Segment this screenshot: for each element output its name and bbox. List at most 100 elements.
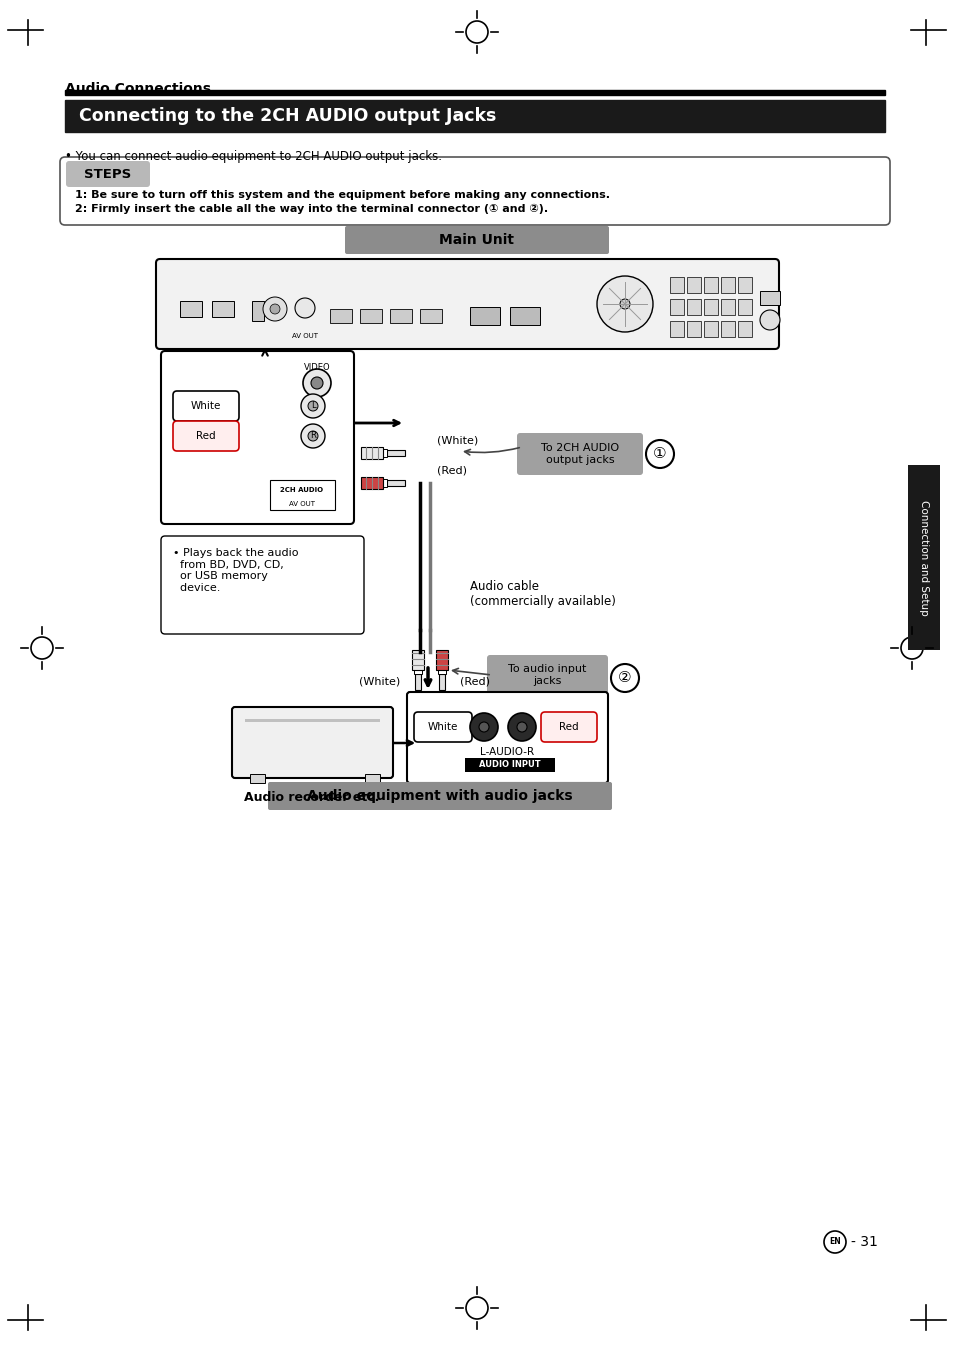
FancyBboxPatch shape	[407, 693, 607, 783]
Circle shape	[308, 431, 317, 441]
Text: L: L	[311, 401, 315, 410]
Bar	[270, 481, 335, 510]
Circle shape	[760, 310, 780, 329]
Text: AV OUT: AV OUT	[289, 501, 314, 508]
Circle shape	[301, 394, 325, 418]
Text: Audio Connections: Audio Connections	[65, 82, 211, 96]
Text: (White): (White)	[358, 676, 399, 687]
Bar	[419, 309, 441, 323]
Text: ①: ①	[653, 447, 666, 462]
Text: • You can connect audio equipment to 2CH AUDIO output jacks.: • You can connect audio equipment to 2CH…	[65, 150, 441, 163]
Circle shape	[619, 298, 629, 309]
Bar	[65, 100, 884, 132]
Bar	[365, 774, 379, 783]
Bar	[360, 477, 382, 489]
Text: - 31: - 31	[850, 1235, 877, 1249]
Bar	[414, 670, 421, 674]
Text: ②: ②	[618, 671, 631, 686]
Bar	[245, 720, 379, 722]
Circle shape	[308, 401, 317, 410]
Text: White: White	[427, 722, 457, 732]
Bar	[738, 277, 751, 293]
Circle shape	[263, 297, 287, 321]
Bar	[686, 298, 700, 315]
Text: (White): (White)	[436, 436, 477, 446]
Text: Audio recorder etc.: Audio recorder etc.	[244, 791, 379, 805]
Bar	[382, 479, 387, 487]
FancyBboxPatch shape	[232, 707, 393, 778]
Text: Audio equipment with audio jacks: Audio equipment with audio jacks	[307, 788, 572, 803]
Text: Red: Red	[196, 431, 215, 441]
FancyBboxPatch shape	[161, 536, 364, 634]
Text: (Red): (Red)	[436, 466, 467, 477]
Circle shape	[301, 424, 325, 448]
Bar	[738, 298, 751, 315]
Bar	[359, 309, 381, 323]
Text: Audio cable
(commercially available): Audio cable (commercially available)	[470, 580, 616, 608]
Bar	[436, 649, 448, 670]
Text: To 2CH AUDIO
output jacks: To 2CH AUDIO output jacks	[540, 443, 618, 464]
Bar	[387, 481, 405, 486]
Bar	[330, 309, 352, 323]
Bar	[669, 277, 683, 293]
Bar	[382, 450, 387, 458]
Text: • Plays back the audio
  from BD, DVD, CD,
  or USB memory
  device.: • Plays back the audio from BD, DVD, CD,…	[172, 548, 298, 593]
Text: Connection and Setup: Connection and Setup	[918, 500, 928, 616]
Bar	[703, 321, 718, 338]
Bar	[738, 321, 751, 338]
FancyBboxPatch shape	[345, 225, 608, 254]
Bar	[720, 321, 734, 338]
Circle shape	[311, 377, 323, 389]
Bar	[470, 306, 499, 325]
Text: VIDEO: VIDEO	[303, 363, 330, 373]
Text: To audio input
jacks: To audio input jacks	[507, 664, 585, 686]
Bar	[669, 298, 683, 315]
Circle shape	[270, 304, 280, 315]
Bar	[510, 306, 539, 325]
Text: (Red): (Red)	[459, 676, 490, 687]
Bar	[720, 298, 734, 315]
Circle shape	[610, 664, 639, 693]
FancyBboxPatch shape	[156, 259, 779, 350]
FancyBboxPatch shape	[172, 392, 239, 421]
Bar	[250, 774, 265, 783]
Text: AV OUT: AV OUT	[292, 333, 317, 339]
Bar	[180, 301, 202, 317]
Circle shape	[517, 722, 526, 732]
Circle shape	[478, 722, 489, 732]
Bar	[65, 90, 884, 94]
Text: STEPS: STEPS	[84, 167, 132, 181]
Text: 2CH AUDIO: 2CH AUDIO	[280, 487, 323, 493]
Bar	[703, 298, 718, 315]
Circle shape	[303, 369, 331, 397]
Text: Red: Red	[558, 722, 578, 732]
Text: AUDIO INPUT: AUDIO INPUT	[478, 760, 540, 770]
FancyBboxPatch shape	[517, 433, 642, 475]
FancyBboxPatch shape	[161, 351, 354, 524]
Bar	[669, 321, 683, 338]
Bar	[360, 447, 382, 459]
Bar	[252, 301, 264, 321]
Text: EN: EN	[828, 1238, 840, 1246]
FancyBboxPatch shape	[414, 711, 472, 743]
Circle shape	[645, 440, 673, 468]
FancyBboxPatch shape	[540, 711, 597, 743]
Bar	[464, 757, 555, 772]
Bar	[438, 674, 444, 690]
Bar	[686, 277, 700, 293]
Bar	[212, 301, 233, 317]
Bar	[390, 309, 412, 323]
Text: Main Unit: Main Unit	[439, 234, 514, 247]
Bar	[703, 277, 718, 293]
FancyBboxPatch shape	[60, 157, 889, 225]
Text: 1: Be sure to turn off this system and the equipment before making any connectio: 1: Be sure to turn off this system and t…	[75, 190, 609, 200]
Circle shape	[294, 298, 314, 319]
FancyBboxPatch shape	[172, 421, 239, 451]
FancyBboxPatch shape	[268, 782, 612, 810]
Circle shape	[597, 275, 652, 332]
Text: 2: Firmly insert the cable all the way into the terminal connector (① and ②).: 2: Firmly insert the cable all the way i…	[75, 204, 548, 215]
Bar	[720, 277, 734, 293]
Bar	[907, 464, 939, 649]
Text: L-AUDIO-R: L-AUDIO-R	[479, 747, 534, 757]
FancyBboxPatch shape	[66, 161, 150, 188]
